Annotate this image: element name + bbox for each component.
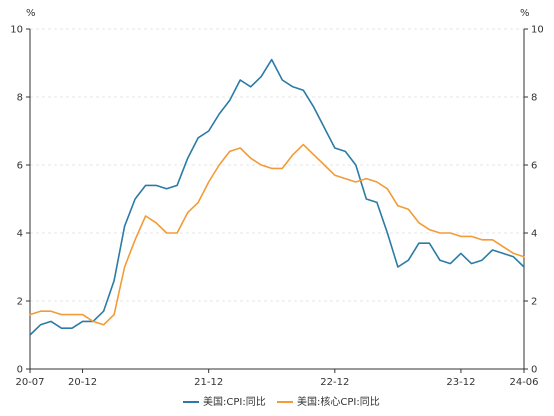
x-tick-label: 20-12 [68,377,97,388]
y-tick-label-right: 10 [531,25,544,36]
core-cpi-yoy-series-line [29,143,525,326]
series-lines [29,58,525,336]
y-tick-label-right: 6 [531,161,537,172]
y-tick-label-left: 8 [17,93,23,104]
y-tick-label-right: 2 [531,297,537,308]
axes: 0 0 2 2 4 4 6 6 8 8 10 10 20-07 20-12 21-12 22-12 23-12 2… [10,25,543,389]
grid-lines [30,28,524,302]
cpi-yoy-series-line [29,58,525,336]
y-tick-label-left: 10 [10,25,23,36]
x-tick-label: 23-12 [446,377,475,388]
x-tick-label: 24-06 [509,377,538,388]
y-tick-label-left: 4 [17,229,23,240]
y-tick-label-right: 8 [531,93,537,104]
legend-label: 美国:CPI:同比 [203,395,266,408]
x-tick-label: 21-12 [194,377,223,388]
y-axis-unit-right: % [520,8,530,19]
y-tick-label-right: 4 [531,229,537,240]
x-tick-label: 20-07 [15,377,44,388]
y-axis-unit-left: % [26,8,36,19]
legend[interactable]: 美国:CPI:同比 美国:核心CPI:同比 [183,395,380,408]
y-tick-label-left: 2 [17,297,23,308]
legend-item-cpi[interactable]: 美国:CPI:同比 [183,395,266,408]
y-tick-label-left: 6 [17,161,23,172]
y-tick-label-right: 0 [531,365,537,376]
y-tick-label-left: 0 [17,365,23,376]
legend-label: 美国:核心CPI:同比 [297,395,380,408]
x-tick-label: 22-12 [320,377,349,388]
legend-item-core-cpi[interactable]: 美国:核心CPI:同比 [277,395,380,408]
